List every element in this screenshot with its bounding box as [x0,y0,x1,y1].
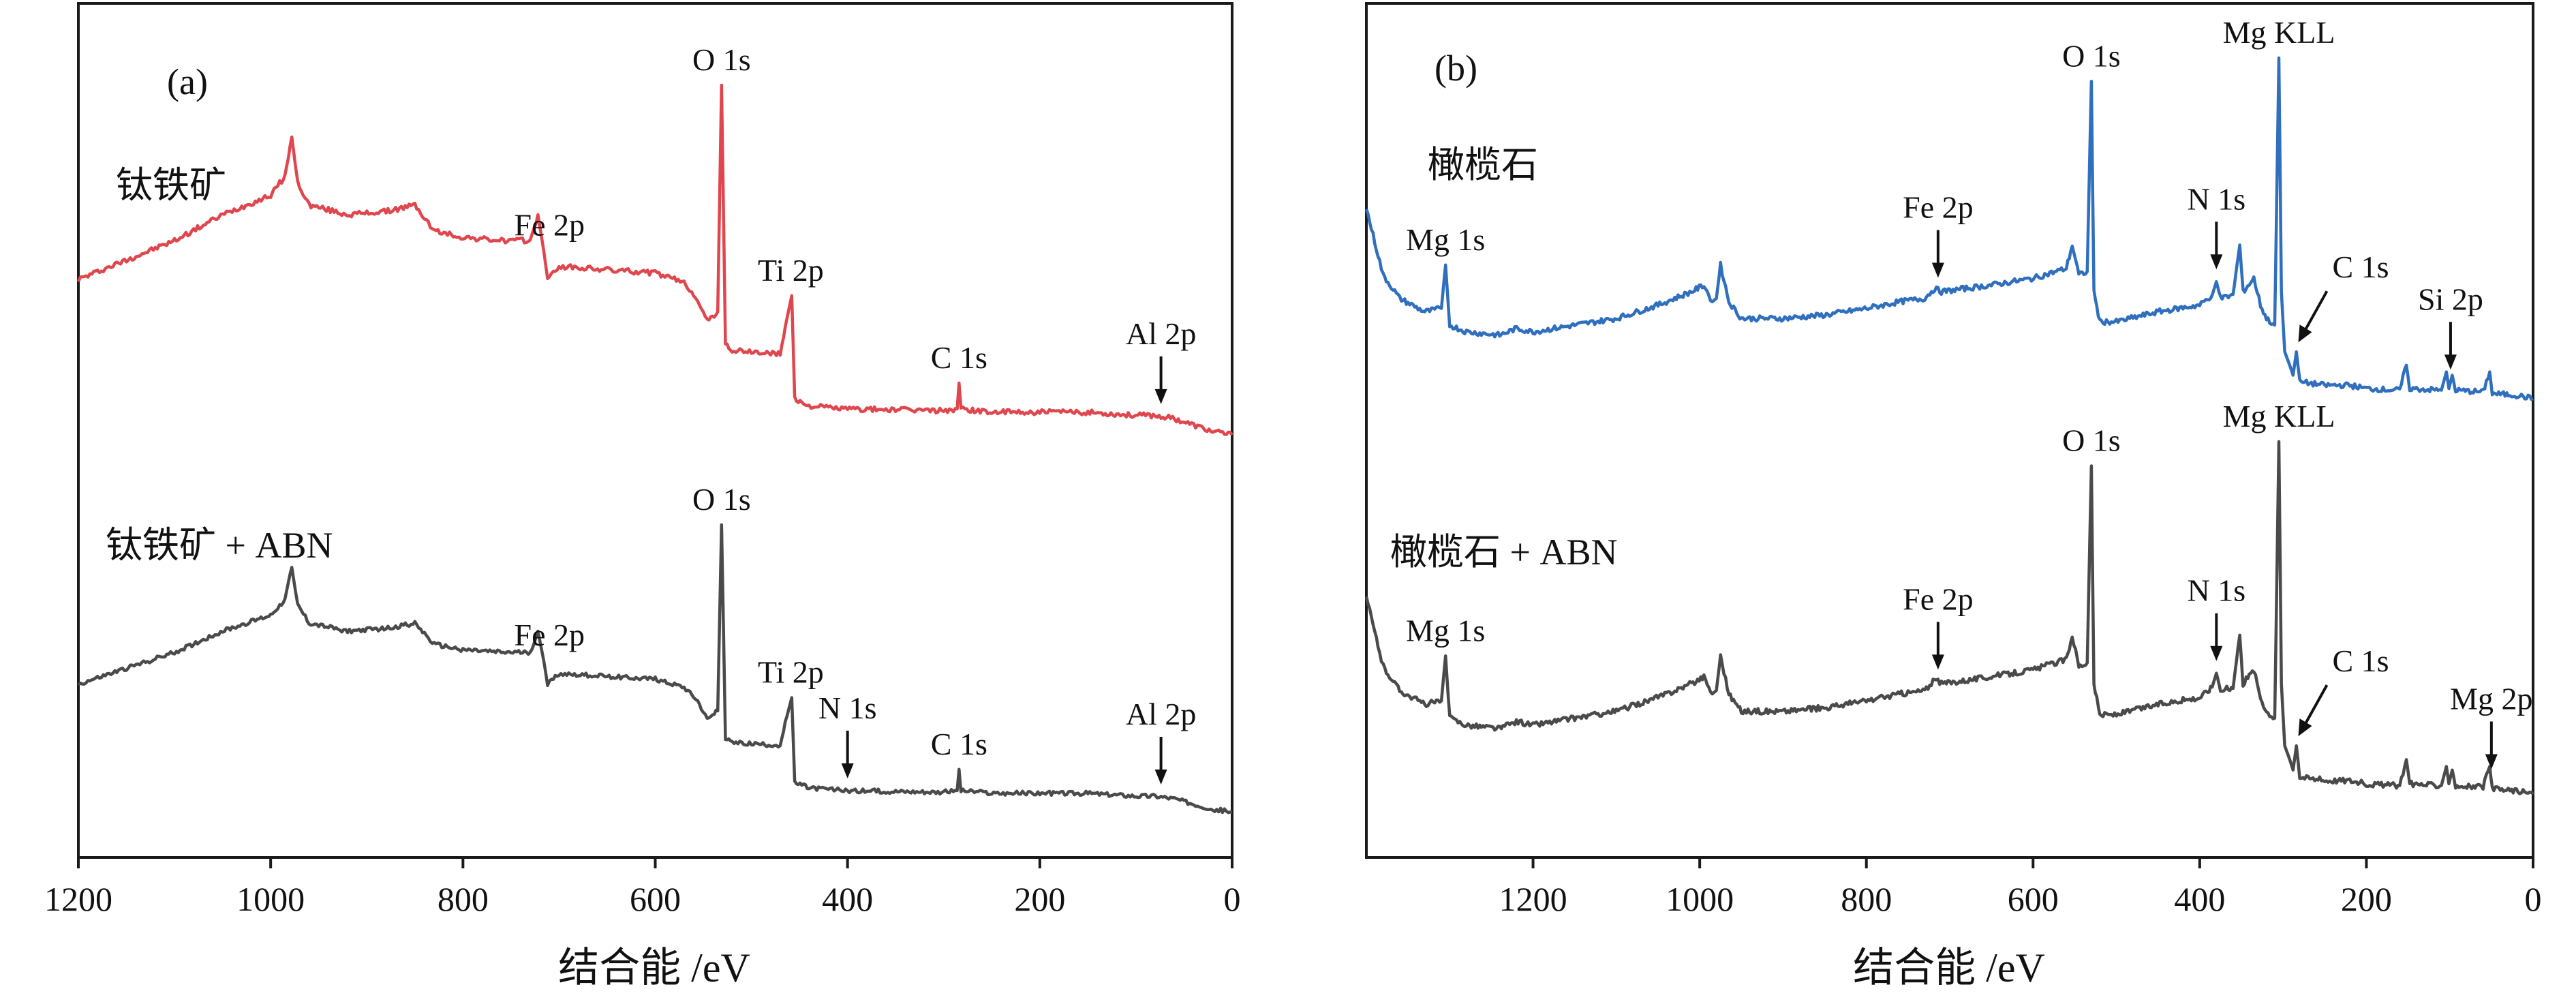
peak-label: O 1s [692,482,751,517]
peak-arrow-head [2298,324,2312,343]
panel-a-x-tick-label: 1200 [44,880,112,918]
peak-label: Al 2p [1126,697,1197,731]
peak-label: Al 2p [1126,316,1197,351]
panel-a-series-2-label: 钛铁矿 + ABN [106,525,333,566]
panel-b-frame [1365,2,2534,859]
panel-b-x-tick-label: 400 [2174,880,2225,918]
peak-arrow-head [1154,389,1167,404]
peak-label: Mg 1s [1406,613,1485,648]
panel-a-x-tick-label: 1000 [236,880,305,918]
peak-label: C 1s [931,727,987,761]
peak-label: N 1s [2188,181,2246,216]
panel-b-x-axis-label: 结合能 /eV [1853,945,2045,990]
panel-a-x-tick-label: 600 [630,880,681,918]
peak-label: N 1s [2188,573,2246,608]
peak-label: Mg KLL [2223,399,2335,433]
panel-a-x-axis-label: 结合能 /eV [558,945,750,990]
panel-a-x-tick-label: 200 [1014,880,1065,918]
panel-b-traces [1364,56,2534,795]
peak-label: Ti 2p [758,253,824,288]
peak-label: Ti 2p [758,655,824,690]
panel-a-x-ticks: 1200 1000 800 600 400 200 0 [44,857,1241,918]
panel-a-x-tick-label: 800 [438,880,489,918]
peak-arrow-head [2444,354,2457,370]
panel-b-x-tick-label: 800 [1841,880,1892,918]
peak-label: Mg 1s [1406,222,1485,257]
peak-arrow-head [2210,254,2223,270]
panel-b-x-ticks: 1200 1000 800 600 400 200 0 [1499,857,2542,918]
panel-a: (a) 钛铁矿 钛铁矿 + ABN 1200 1000 800 600 400 200 0 … [44,2,1241,990]
peak-label: Fe 2p [515,618,585,652]
peak-label: O 1s [692,42,751,77]
peak-arrow-head [1154,769,1167,785]
peak-label: C 1s [931,340,987,375]
panel-a-series-1-label: 钛铁矿 [116,165,226,206]
panel-a-x-tick-label: 400 [822,880,873,918]
peak-label: C 1s [2332,249,2389,284]
panel-a-label: (a) [167,61,208,102]
peak-label: Fe 2p [515,207,585,242]
peak-arrow-head [841,763,854,778]
peak-label: Si 2p [2418,282,2483,316]
peak-label: Fe 2p [1903,190,1974,225]
panel-b: (b) 橄榄石 橄榄石 + ABN 1200 1000 800 600 400 200 0 … [1364,2,2542,990]
peak-arrow-head [1931,262,1944,278]
panel-a-x-tick-label: 0 [1224,880,1241,918]
peak-label: Mg 2p [2450,682,2532,716]
panel-a-traces [76,83,1233,815]
peak-label: C 1s [2332,643,2389,678]
panel-b-x-tick-label: 600 [2008,880,2059,918]
peak-label: Mg KLL [2223,15,2335,50]
panel-b-x-tick-label: 1200 [1499,880,1567,918]
peak-label: O 1s [2062,423,2121,457]
peak-arrow-head [2298,718,2312,737]
panel-b-series-1-line [1364,56,2534,401]
panel-a-frame [77,2,1233,859]
peak-arrow-head [2485,754,2498,770]
panel-b-x-tick-label: 0 [2525,880,2542,918]
panel-b-series-1-label: 橄榄石 [1428,144,1538,185]
peak-arrow-head [2210,645,2223,661]
peak-label: N 1s [818,690,877,725]
panel-b-series-2-label: 橄榄石 + ABN [1390,532,1617,573]
panel-b-x-tick-label: 1000 [1666,880,1734,918]
panel-a-series-2-line [77,523,1233,815]
peak-arrow [2302,684,2329,728]
panel-b-annotations: Mg 1s Fe 2p O 1s N 1s Mg KLL C 1s Si 2p Mg 1s Fe… [1406,15,2533,770]
panel-b-x-tick-label: 200 [2341,880,2392,918]
peak-arrow [2302,290,2329,334]
panel-a-series-1-line [76,83,1233,436]
panel-b-series-2-line [1364,440,2534,795]
peak-label: Fe 2p [1903,581,1974,616]
panel-b-label: (b) [1435,48,1477,89]
peak-arrow-head [1931,654,1944,670]
peak-label: O 1s [2062,38,2121,73]
